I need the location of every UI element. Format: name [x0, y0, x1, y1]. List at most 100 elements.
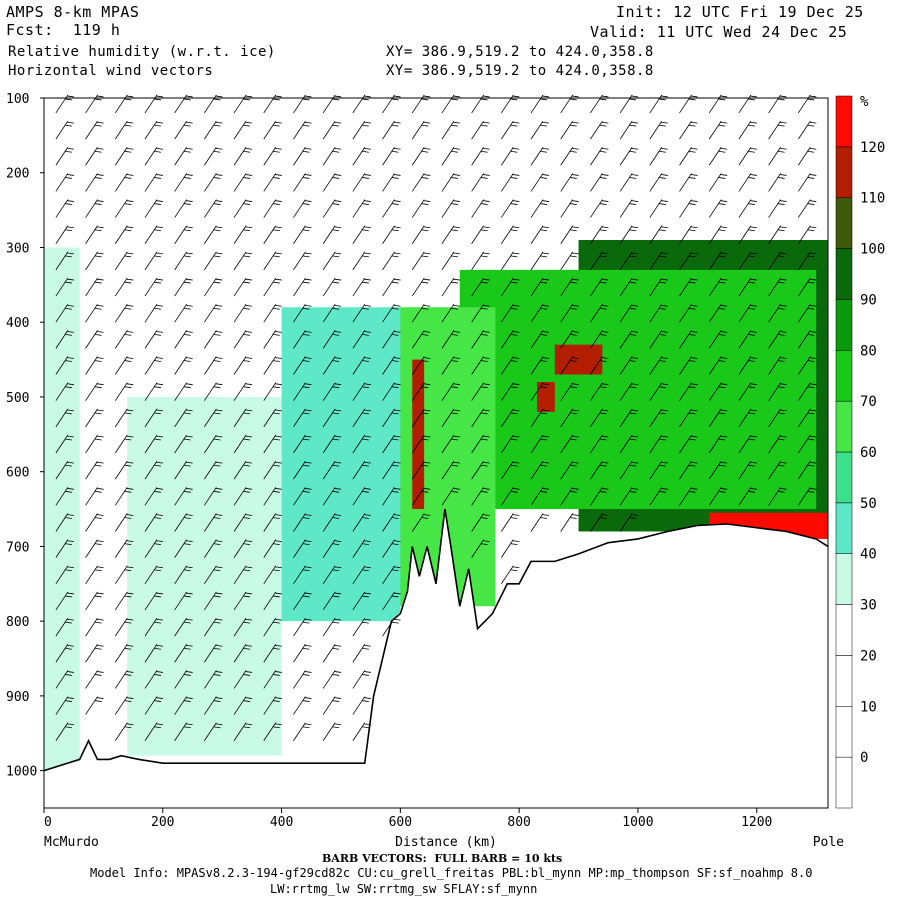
wind-barb — [233, 173, 253, 192]
wind-barb — [382, 539, 401, 558]
wind-barb — [649, 251, 668, 271]
wind-barb — [233, 487, 253, 506]
y-tick-label: 800 — [6, 615, 29, 630]
colorbar-label: 60 — [860, 445, 877, 461]
wind-barb — [411, 199, 431, 218]
wind-barb — [530, 487, 550, 506]
wind-barb — [649, 225, 668, 244]
wind-barb — [590, 251, 609, 271]
wind-barb — [144, 434, 164, 454]
wind-barb — [174, 408, 193, 428]
wind-barb — [708, 408, 728, 428]
wind-barb — [530, 277, 550, 297]
wind-barb — [352, 434, 371, 454]
wind-barb — [441, 147, 460, 166]
wind-barb — [560, 434, 579, 454]
wind-barb — [233, 330, 253, 349]
wind-barb — [85, 251, 104, 271]
wind-barb — [352, 696, 371, 715]
wind-barb — [501, 251, 520, 271]
wind-barb — [590, 173, 609, 192]
wind-barb — [85, 644, 104, 663]
wind-barb — [204, 591, 223, 611]
colorbar-bin — [835, 706, 853, 758]
wind-barb — [85, 330, 104, 349]
wind-barb — [797, 147, 817, 166]
wind-barb — [144, 225, 164, 244]
wind-barb — [382, 513, 401, 532]
wind-barb — [204, 487, 223, 506]
wind-barb — [471, 460, 490, 480]
wind-barb — [619, 356, 639, 375]
wind-barb — [352, 147, 371, 166]
wind-barb — [55, 251, 74, 271]
wind-barb — [619, 303, 639, 323]
wind-barb — [501, 173, 520, 192]
terrain-line — [43, 508, 829, 772]
wind-barb — [590, 356, 609, 375]
wind-barb — [382, 460, 401, 480]
wind-barb — [471, 434, 490, 454]
wind-barb — [85, 487, 104, 506]
wind-barb — [768, 277, 787, 297]
wind-barb — [501, 199, 520, 218]
colorbar-bin — [835, 400, 853, 453]
wind-barb — [708, 251, 728, 271]
wind-barb — [263, 434, 282, 454]
model-info-2: LW:rrtmg_lw SW:rrtmg_sw SFLAY:sf_mynn — [270, 882, 538, 896]
wind-barb — [352, 591, 371, 611]
wind-barb — [619, 408, 639, 428]
wind-barb — [738, 277, 757, 297]
x-tick-label: 800 — [507, 815, 530, 830]
colorbar-label: 110 — [860, 191, 885, 207]
wind-barb — [441, 251, 460, 271]
wind-barb — [204, 173, 223, 192]
y-tick-label: 500 — [6, 391, 29, 406]
y-tick-label: 900 — [6, 690, 29, 705]
wind-barb — [85, 539, 104, 558]
colorbar-bin — [835, 197, 853, 249]
wind-barb — [233, 251, 253, 271]
wind-barb — [590, 434, 609, 454]
wind-barb — [530, 330, 550, 349]
wind-barb — [55, 460, 74, 480]
wind-barb — [233, 513, 253, 532]
wind-barb — [114, 487, 134, 506]
wind-barb — [293, 408, 312, 428]
wind-barb — [293, 120, 312, 140]
wind-barb — [114, 591, 134, 611]
wind-barb — [501, 147, 520, 166]
wind-barb — [263, 644, 282, 663]
wind-barb — [293, 670, 312, 689]
wind-barb — [560, 173, 579, 192]
x-tick-label: 1200 — [741, 815, 772, 830]
y-tick-label: 600 — [6, 466, 29, 481]
colorbar-label: 50 — [860, 496, 877, 512]
wind-barb — [679, 277, 698, 297]
rh-region-8 — [649, 740, 698, 771]
wind-barb — [293, 382, 312, 401]
wind-barb — [501, 434, 520, 454]
wind-barb — [204, 539, 223, 558]
wind-barb — [649, 199, 668, 218]
wind-barb — [708, 120, 728, 140]
wind-barb — [293, 591, 312, 611]
wind-barb — [144, 251, 164, 271]
wind-barb — [144, 277, 164, 297]
wind-barb — [322, 670, 342, 689]
wind-barb — [471, 539, 490, 558]
wind-barb — [738, 120, 757, 140]
wind-barb — [144, 382, 164, 401]
colorbar-bin — [835, 502, 853, 554]
wind-barb — [174, 251, 193, 271]
wind-barb — [797, 382, 817, 401]
wind-barb — [322, 303, 342, 323]
wind-barb — [233, 670, 253, 689]
wind-barb — [204, 303, 223, 323]
init-time: Init: 12 UTC Fri 19 Dec 25 — [616, 3, 864, 21]
wind-barb — [352, 487, 371, 506]
wind-barb — [174, 565, 193, 585]
wind-barb — [441, 120, 460, 140]
wind-barb — [204, 251, 223, 271]
wind-barb — [352, 460, 371, 480]
